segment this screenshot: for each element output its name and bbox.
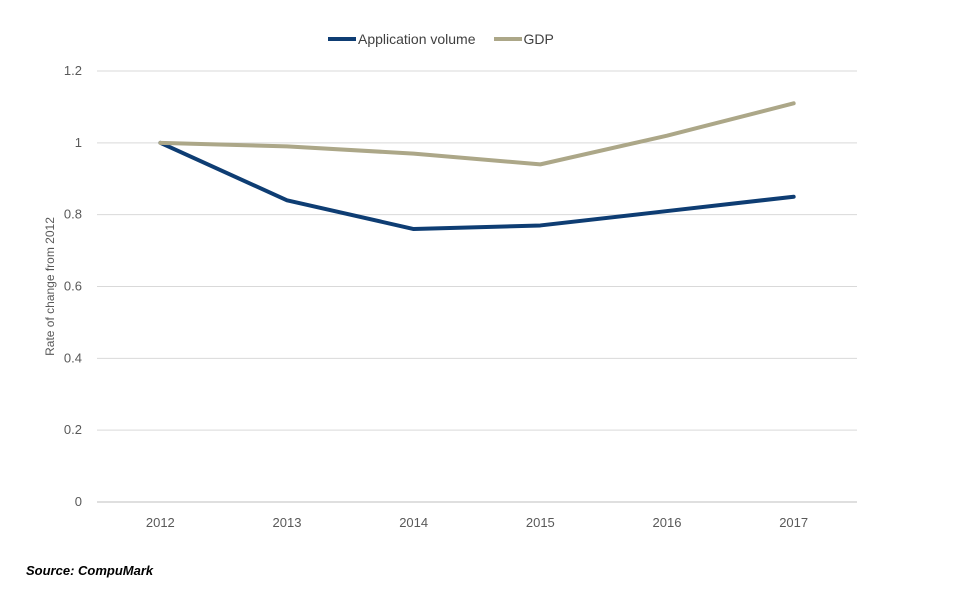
x-tick-label: 2016 [653, 515, 682, 530]
legend-swatch-application-volume [328, 37, 356, 41]
legend-label-gdp: GDP [523, 31, 554, 47]
legend: Application volume GDP [328, 31, 572, 47]
gridlines [97, 70, 857, 503]
x-tick-label: 2015 [526, 515, 555, 530]
x-tick-label: 2017 [779, 515, 808, 530]
y-tick-label: 1 [75, 135, 82, 150]
series-line-application-volume [158, 140, 796, 232]
x-tick-label: 2013 [273, 515, 302, 530]
x-tick-label: 2012 [146, 515, 175, 530]
legend-item-application-volume: Application volume [328, 31, 476, 47]
x-tick-label: 2014 [399, 515, 428, 530]
y-tick-label: 0.6 [64, 279, 82, 294]
legend-swatch-gdp [493, 37, 522, 41]
y-axis-ticks: 0 0.2 0.4 0.6 0.8 1 1.2 [64, 63, 82, 509]
y-tick-label: 0.2 [64, 422, 82, 437]
y-tick-label: 0.8 [64, 207, 82, 222]
series-lines [158, 101, 796, 232]
legend-label-application-volume: Application volume [358, 31, 476, 47]
y-tick-label: 0 [75, 494, 82, 509]
legend-item-gdp: GDP [493, 31, 554, 47]
x-axis-ticks: 2012 2013 2014 2015 2016 2017 [146, 515, 808, 530]
series-line-gdp [158, 101, 796, 167]
source-note: Source: CompuMark [26, 563, 154, 578]
y-tick-label: 0.4 [64, 350, 82, 365]
y-axis-title: Rate of change from 2012 [43, 217, 57, 356]
y-tick-label: 1.2 [64, 63, 82, 78]
